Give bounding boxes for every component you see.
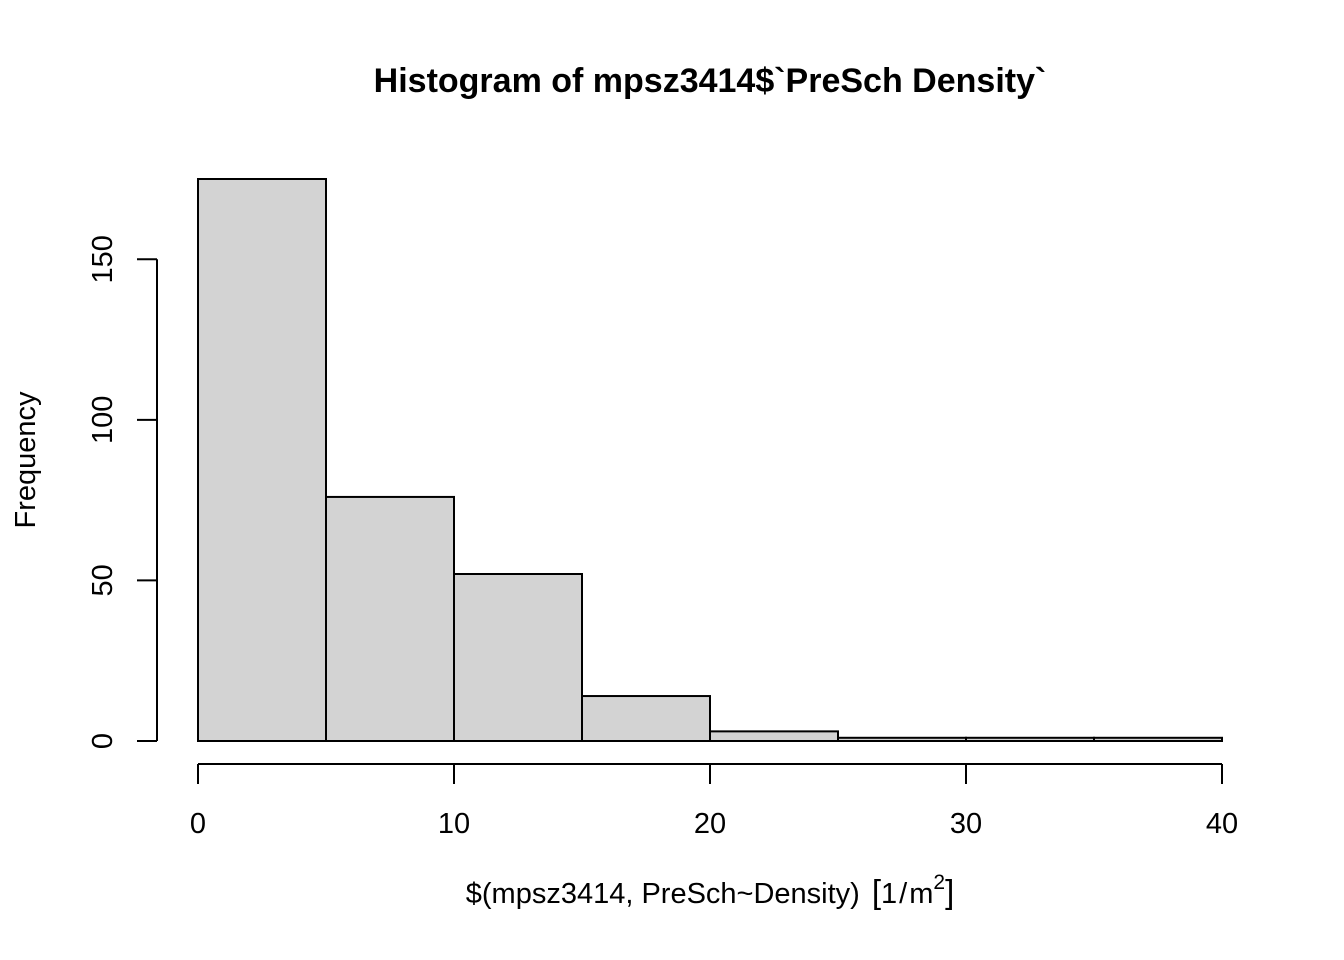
x-axis-label-unit-slash: / [899, 878, 908, 910]
histogram-bar-6 [965, 736, 1095, 743]
histogram-bar-7 [1093, 736, 1223, 743]
x-axis-label-main: $(mpsz3414, PreSch~Density) [466, 878, 860, 910]
histogram-bar-1 [325, 495, 455, 742]
histogram-bar-4 [709, 730, 839, 743]
x-axis-label-bracket-close: ] [945, 873, 954, 910]
chart-title: Histogram of mpsz3414$`PreSch Density` [374, 62, 1047, 100]
y-axis: 0 50 100 150 [87, 235, 158, 749]
x-tick-label-0: 0 [190, 808, 206, 840]
x-axis-label-unit-numerator: 1 [881, 878, 897, 910]
y-tick-label-2: 100 [87, 396, 119, 444]
y-tick-label-0: 0 [87, 733, 119, 749]
histogram-bar-3 [581, 695, 711, 742]
x-tick-label-3: 30 [950, 808, 982, 840]
histogram-bar-2 [453, 573, 583, 743]
y-tick-label-1: 50 [87, 564, 119, 596]
x-axis: 0 10 20 30 40 [190, 763, 1238, 840]
x-axis-label-bracket-open: [ [872, 873, 881, 910]
x-axis-label: $(mpsz3414, PreSch~Density) [1/m2] [466, 871, 955, 910]
histogram-bar-5 [837, 736, 967, 743]
histogram-bar-0 [197, 178, 327, 742]
x-tick-label-1: 10 [438, 808, 470, 840]
x-tick-label-4: 40 [1206, 808, 1238, 840]
x-axis-label-unit-base: m [909, 878, 933, 910]
x-tick-label-2: 20 [694, 808, 726, 840]
y-axis-label: Frequency [10, 391, 42, 529]
x-axis-label-unit-exponent: 2 [933, 871, 945, 894]
y-tick-label-3: 150 [87, 235, 119, 283]
bars-group [197, 178, 1223, 743]
